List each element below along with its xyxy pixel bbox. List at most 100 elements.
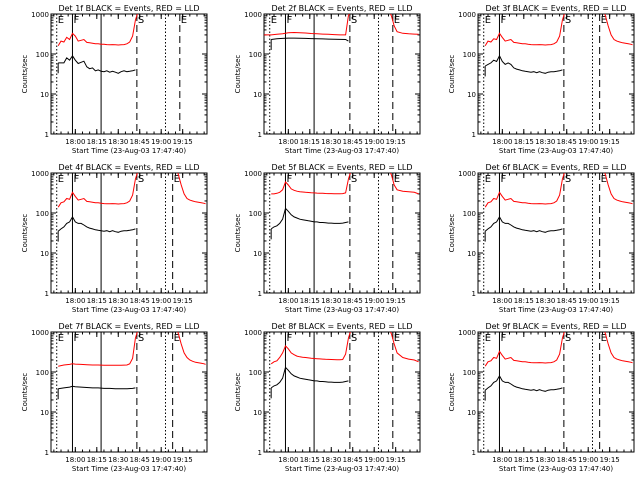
series-events [484, 215, 563, 233]
marker-label-e: E [601, 174, 607, 185]
line-events-segment-1 [58, 385, 136, 390]
x-tick-label: 18:00 [65, 297, 85, 305]
marker-label-s: S [138, 15, 144, 26]
marker-label-e: E [485, 15, 491, 26]
x-tick-label: 19:00 [578, 456, 598, 464]
x-tick-label: 19:00 [151, 297, 171, 305]
plot-frame [263, 331, 421, 453]
line-lld-segment-1 [57, 14, 138, 47]
y-tick-label: 1000 [458, 11, 476, 19]
y-tick-label: 10 [467, 91, 476, 99]
marker-label-e: E [174, 174, 180, 185]
line-lld-segment-1 [271, 173, 351, 195]
y-tick-label: 100 [463, 369, 476, 377]
x-tick-label: 18:45 [343, 456, 363, 464]
y-axis-label: Counts/sec [21, 373, 29, 412]
x-tick-label: 18:30 [321, 138, 341, 146]
plot-frame [263, 172, 421, 294]
panel-9: Det 9f BLACK = Events, RED = LLD 1 10 100 10… [448, 322, 635, 473]
x-tick-label: 18:15 [514, 297, 534, 305]
x-axis-label: Start Time (23-Aug-03 17:47:40) [285, 465, 399, 473]
marker-label-s: S [351, 15, 357, 26]
y-axis-label: Counts/sec [21, 214, 29, 253]
plot-frame [263, 13, 421, 135]
panel-title: Det 8f BLACK = Events, RED = LLD [271, 322, 412, 331]
x-tick-label: 19:00 [364, 456, 384, 464]
y-axis-label: Counts/sec [234, 214, 242, 253]
line-events-segment-1 [484, 374, 563, 392]
line-lld-segment-1 [57, 173, 138, 208]
line-events-segment-1 [484, 215, 563, 233]
line-lld-segment-2 [389, 14, 419, 35]
y-axis-label: Counts/sec [234, 373, 242, 412]
y-tick-label: 10 [253, 91, 262, 99]
x-axis-label: Start Time (23-Aug-03 17:47:40) [72, 465, 186, 473]
y-tick-label: 1 [472, 131, 476, 139]
marker-label-f: F [286, 333, 292, 344]
x-tick-label: 18:15 [300, 456, 320, 464]
x-tick-label: 18:00 [278, 297, 298, 305]
x-axis-label: Start Time (23-Aug-03 17:47:40) [499, 306, 613, 314]
x-tick-label: 19:00 [364, 297, 384, 305]
y-tick-label: 1 [45, 290, 49, 298]
x-tick-label: 19:15 [386, 297, 406, 305]
y-tick-label: 100 [36, 210, 49, 218]
marker-label-f: F [500, 15, 506, 26]
y-tick-label: 1000 [31, 329, 49, 337]
x-tick-label: 19:15 [386, 138, 406, 146]
line-lld-segment-1 [58, 332, 138, 367]
line-lld-segment-1 [484, 173, 565, 208]
x-tick-label: 18:30 [108, 297, 128, 305]
x-tick-label: 18:00 [278, 456, 298, 464]
x-tick-label: 19:15 [600, 297, 620, 305]
marker-label-f: F [73, 333, 79, 344]
y-tick-label: 1000 [31, 170, 49, 178]
series-lld [264, 14, 419, 36]
marker-label-f: F [286, 15, 292, 26]
x-tick-label: 18:30 [321, 297, 341, 305]
panel-1: Det 1f BLACK = Events, RED = LLD 1 10 100 10… [21, 4, 208, 155]
panel-title: Det 7f BLACK = Events, RED = LLD [58, 322, 199, 331]
line-events-segment-1 [57, 215, 136, 233]
series-lld [271, 173, 419, 195]
line-events-segment-1 [270, 366, 349, 389]
y-tick-label: 1000 [458, 329, 476, 337]
line-lld-segment-1 [264, 14, 351, 36]
line-lld-segment-2 [177, 332, 206, 365]
y-axis-label: Counts/sec [448, 373, 456, 412]
x-tick-label: 18:30 [108, 138, 128, 146]
x-tick-label: 18:30 [535, 138, 555, 146]
marker-label-e: E [394, 174, 400, 185]
y-tick-label: 100 [249, 210, 262, 218]
y-tick-label: 1 [258, 290, 262, 298]
line-events-segment-1 [484, 54, 563, 74]
line-lld-segment-2 [389, 173, 419, 195]
marker-label-f: F [73, 174, 79, 185]
panel-title: Det 5f BLACK = Events, RED = LLD [271, 163, 412, 172]
y-tick-label: 100 [36, 51, 49, 59]
x-tick-label: 18:15 [514, 138, 534, 146]
y-tick-label: 1000 [458, 170, 476, 178]
x-axis-label: Start Time (23-Aug-03 17:47:40) [72, 306, 186, 314]
x-axis-label: Start Time (23-Aug-03 17:47:40) [72, 147, 186, 155]
x-tick-label: 19:15 [173, 456, 193, 464]
panel-title: Det 3f BLACK = Events, RED = LLD [485, 4, 626, 13]
y-tick-label: 1 [45, 449, 49, 457]
panel-title: Det 9f BLACK = Events, RED = LLD [485, 322, 626, 331]
marker-label-s: S [351, 333, 357, 344]
line-lld-segment-1 [270, 332, 351, 365]
x-tick-label: 18:15 [300, 138, 320, 146]
x-tick-label: 18:15 [87, 297, 107, 305]
series-lld [484, 332, 633, 367]
y-axis-label: Counts/sec [448, 214, 456, 253]
x-tick-label: 18:00 [278, 138, 298, 146]
marker-label-e: E [485, 333, 491, 344]
x-tick-label: 18:30 [108, 456, 128, 464]
y-tick-label: 100 [249, 369, 262, 377]
x-axis-label: Start Time (23-Aug-03 17:47:40) [285, 306, 399, 314]
x-tick-label: 18:45 [557, 138, 577, 146]
series-lld [57, 14, 138, 47]
y-tick-label: 10 [253, 250, 262, 258]
series-lld [484, 173, 633, 208]
y-tick-label: 1 [258, 449, 262, 457]
